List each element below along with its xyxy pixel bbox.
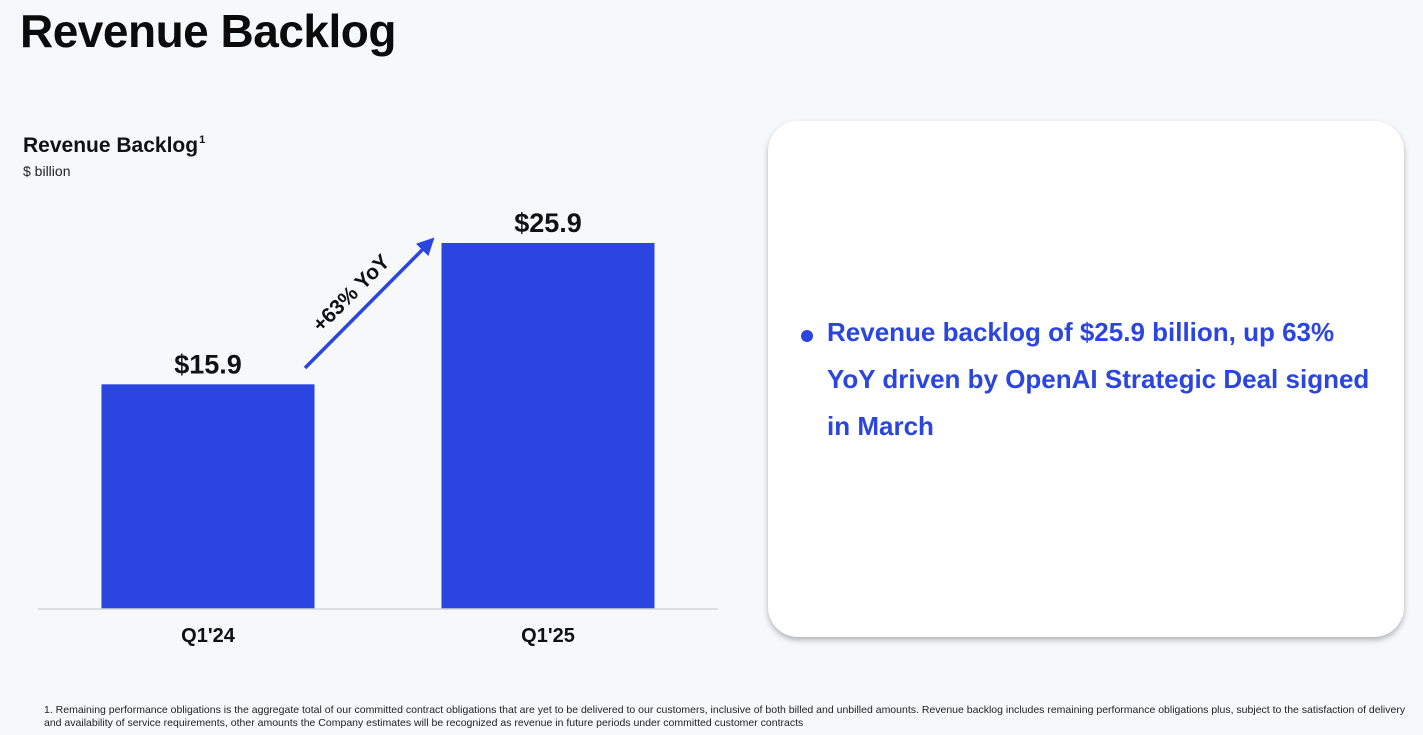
bullet-icon — [801, 330, 813, 342]
page-title: Revenue Backlog — [20, 5, 396, 57]
value-label-0: $15.9 — [174, 349, 242, 379]
value-label-1: $25.9 — [514, 208, 582, 238]
chart-unit-label: $ billion — [23, 163, 71, 179]
labels-layer: $15.9 Q1'24 $25.9 Q1'25 — [174, 208, 582, 647]
chart-title: Revenue Backlog1 — [23, 134, 205, 158]
callout-text: Revenue backlog of $25.9 billion, up 63%… — [827, 317, 1370, 441]
category-label-0: Q1'24 — [181, 625, 236, 647]
category-label-1: Q1'25 — [521, 625, 575, 647]
bars-layer — [101, 243, 655, 609]
callout-card: Revenue backlog of $25.9 billion, up 63%… — [768, 121, 1404, 637]
footnote: 1. Remaining performance obligations is … — [44, 704, 1406, 729]
growth-annotation: +63% YoY — [303, 237, 435, 370]
bar-chart: $15.9 Q1'24 $25.9 Q1'25 +63% YoY — [38, 208, 718, 647]
bar-0 — [101, 384, 315, 609]
bar-1 — [441, 243, 655, 609]
growth-arrow — [303, 237, 435, 370]
chart-title-text: Revenue Backlog — [23, 134, 199, 157]
footnote-marker: 1 — [199, 134, 206, 146]
